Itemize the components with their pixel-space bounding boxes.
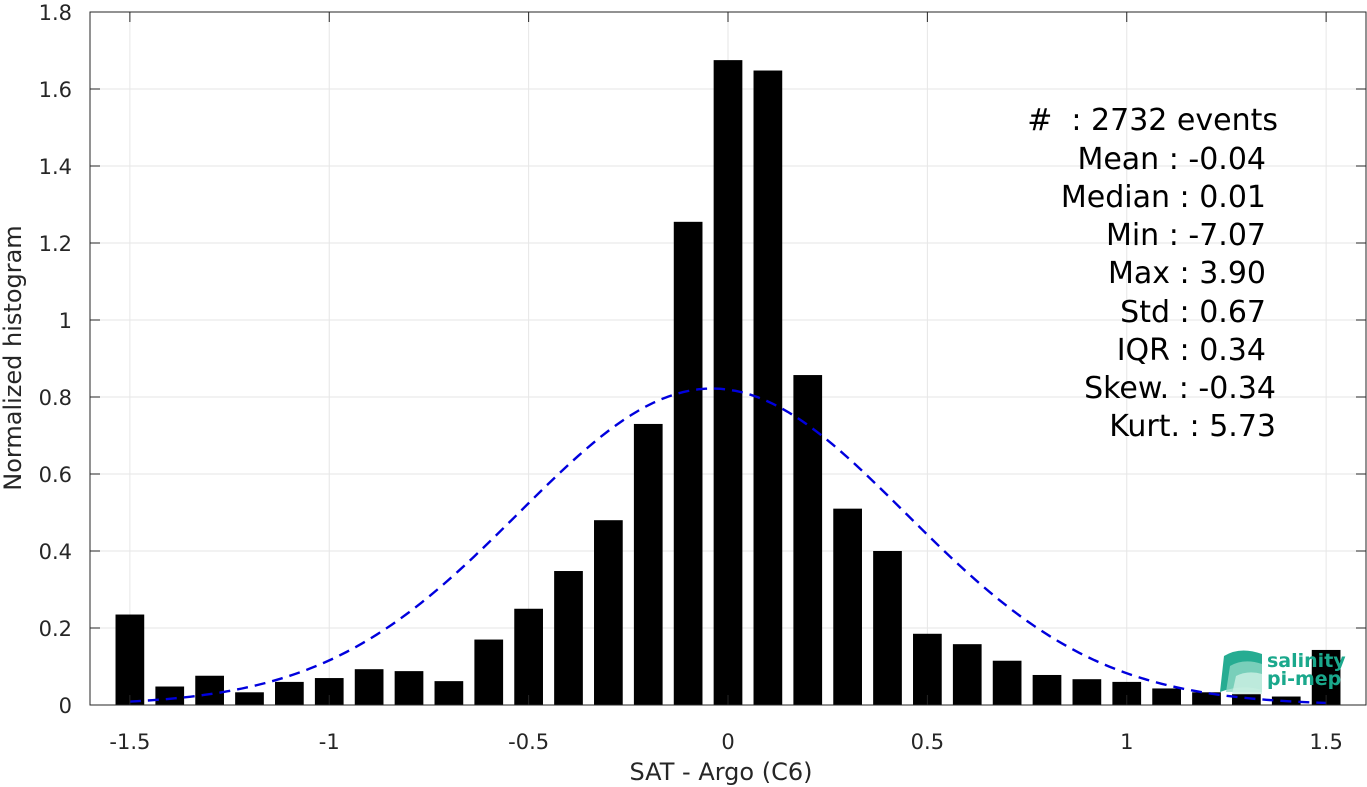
logo-text-line1: salinity <box>1267 650 1346 672</box>
logo-text-line2: pi-mep <box>1267 668 1341 690</box>
histogram-bar <box>394 671 424 705</box>
y-tick-label: 1.6 <box>39 78 72 102</box>
stat-std: Std : 0.67 <box>1120 295 1266 330</box>
x-tick-label: 0.5 <box>911 730 944 754</box>
histogram-bar <box>115 614 145 705</box>
stat-median: Median : 0.01 <box>1061 180 1266 215</box>
stat-kurt: Kurt. : 5.73 <box>1109 409 1276 444</box>
histogram-bar <box>833 508 862 705</box>
histogram-bar <box>235 692 264 705</box>
x-tick-label: -0.5 <box>508 730 549 754</box>
y-tick-label: 0.2 <box>39 617 72 641</box>
histogram-bar <box>1032 674 1062 705</box>
y-axis-label: Normalized histogram <box>0 225 27 490</box>
stat-skew: Skew. : -0.34 <box>1084 371 1276 406</box>
bars <box>115 60 1341 705</box>
histogram-bar <box>992 660 1022 705</box>
histogram-bar <box>1232 694 1261 705</box>
histogram-bar <box>155 686 185 705</box>
histogram-bar <box>793 375 823 705</box>
x-tick-label: -1 <box>319 730 340 754</box>
x-tick-label: 1.5 <box>1309 730 1342 754</box>
histogram-bar <box>1112 681 1142 705</box>
x-tick-label: -1.5 <box>109 730 150 754</box>
histogram-bar <box>952 644 982 705</box>
x-tick-label: 1 <box>1120 730 1133 754</box>
histogram-bar <box>354 669 384 705</box>
stat-events: # : 2732 events <box>1027 103 1278 138</box>
y-tick-label: 1 <box>59 309 72 333</box>
x-axis-label: SAT - Argo (C6) <box>630 758 813 786</box>
logo-wave-icon <box>1220 650 1262 694</box>
histogram-bar <box>633 423 663 705</box>
y-axis-ticks: 0 0.2 0.4 0.6 0.8 1 1.2 1.4 1.6 1.8 <box>39 1 1366 718</box>
histogram-bar <box>474 639 504 705</box>
histogram-bar <box>713 60 743 705</box>
histogram-bar <box>195 675 224 705</box>
gaussian-fit-curve <box>129 387 1327 705</box>
stat-mean: Mean : -0.04 <box>1077 142 1266 177</box>
x-tick-label: 0 <box>721 730 734 754</box>
histogram-bar <box>1192 692 1221 705</box>
y-tick-label: 0 <box>59 694 72 718</box>
histogram-bar <box>1152 688 1181 705</box>
y-tick-label: 1.8 <box>39 1 72 25</box>
stats-box: # : 2732 events Mean : -0.04 Median : 0.… <box>1027 103 1278 444</box>
histogram-bar <box>434 681 464 705</box>
y-tick-label: 0.8 <box>39 386 72 410</box>
y-tick-label: 0.6 <box>39 463 72 487</box>
y-tick-label: 1.2 <box>39 232 72 256</box>
stat-iqr: IQR : 0.34 <box>1117 333 1266 368</box>
histogram-bar <box>275 681 304 705</box>
stat-max: Max : 3.90 <box>1108 256 1266 291</box>
histogram-bar <box>554 571 583 705</box>
histogram-bar <box>594 520 623 705</box>
y-tick-label: 1.4 <box>39 155 72 179</box>
histogram-bar <box>1072 679 1102 705</box>
histogram-bar <box>673 221 703 705</box>
stat-min: Min : -7.07 <box>1106 218 1266 253</box>
histogram-bar <box>514 608 543 705</box>
histogram-bar <box>873 551 902 705</box>
histogram-bar <box>753 70 783 705</box>
logo: salinity pi-mep <box>1220 650 1346 694</box>
y-tick-label: 0.4 <box>39 540 72 564</box>
histogram-bar <box>913 633 942 705</box>
x-axis-ticks: -1.5 -1 -0.5 0 0.5 1 1.5 <box>109 12 1343 754</box>
